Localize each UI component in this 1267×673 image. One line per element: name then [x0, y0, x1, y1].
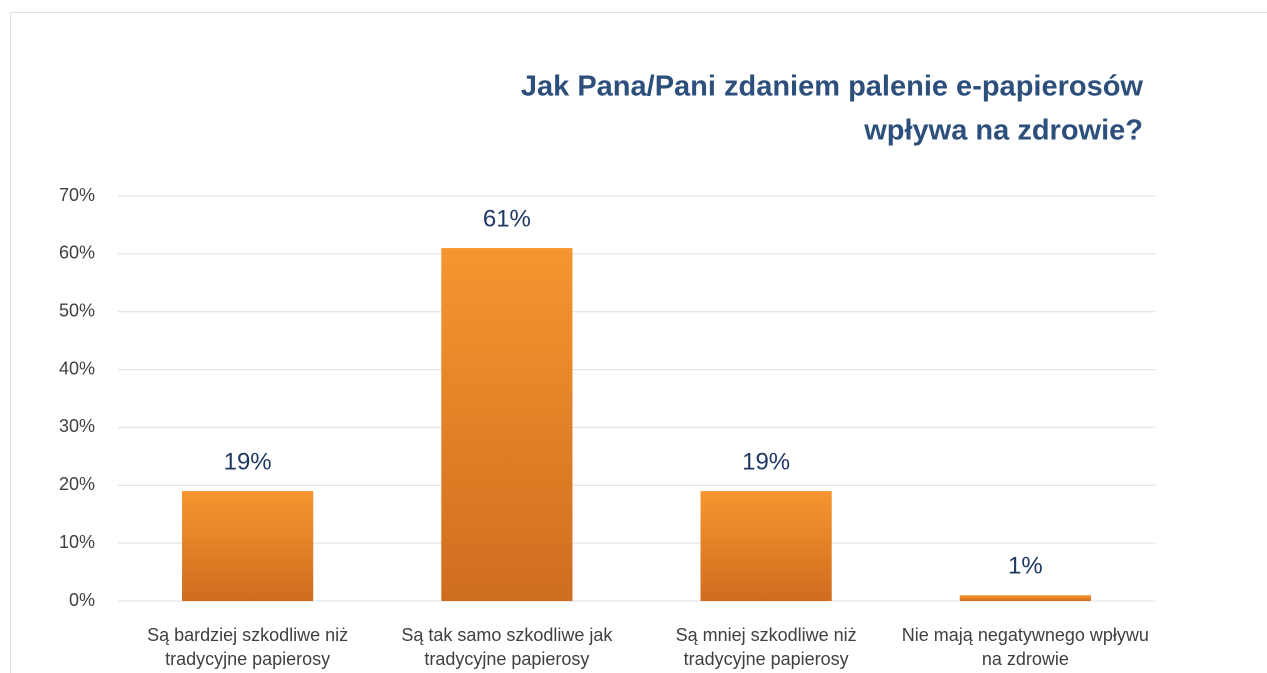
x-tick-label: Nie mają negatywnego wpływu na zdrowie — [901, 625, 1149, 669]
y-tick-label: 30% — [59, 416, 95, 436]
data-label: 61% — [483, 205, 531, 232]
bar — [700, 491, 832, 601]
data-label: 19% — [742, 448, 790, 475]
chart-title: Jak Pana/Pani zdaniem palenie e-papieros… — [521, 71, 1144, 103]
data-label: 1% — [1008, 553, 1043, 580]
chart-frame — [10, 12, 1267, 673]
bar — [182, 491, 314, 601]
y-tick-label: 50% — [59, 300, 95, 320]
y-tick-label: 60% — [59, 243, 95, 263]
chart-title: wpływa na zdrowie? — [863, 115, 1143, 147]
y-tick-label: 40% — [59, 358, 95, 378]
x-tick-label: Są tak samo szkodliwe jak tradycyjne pap… — [401, 625, 613, 669]
y-tick-label: 10% — [59, 532, 95, 552]
x-tick-label: Są bardziej szkodliwe niż tradycyjne pap… — [147, 625, 349, 669]
x-tick-label: Są mniej szkodliwe niż tradycyjne papier… — [675, 625, 857, 669]
y-tick-label: 0% — [69, 590, 95, 610]
bar — [959, 595, 1091, 601]
y-tick-label: 20% — [59, 474, 95, 494]
y-tick-label: 70% — [59, 185, 95, 205]
bar — [441, 248, 573, 602]
data-label: 19% — [224, 448, 272, 475]
